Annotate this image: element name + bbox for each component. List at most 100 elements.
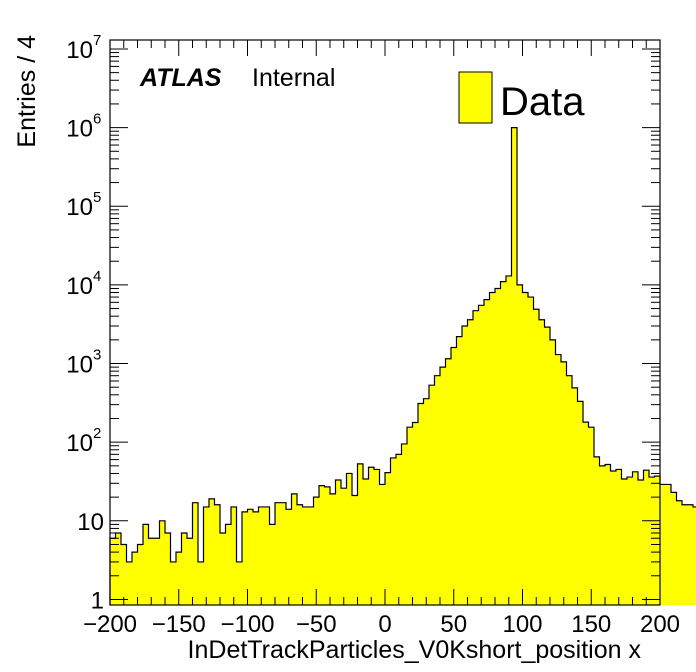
histogram-bar [319,485,325,605]
histogram-bar [489,292,496,605]
x-tick-label: −200 [83,611,137,638]
histogram-bar [363,479,369,605]
y-tick-label: 10 [66,116,93,143]
histogram-bar [170,561,177,605]
histogram-bar [528,297,534,605]
x-tick-label: −150 [152,611,206,638]
histogram-bar [539,319,545,605]
histogram-bar [506,275,512,605]
histogram-bar [544,327,551,605]
histogram-bar [621,479,628,605]
x-tick-label: 50 [440,611,467,638]
x-tick-label: −50 [296,611,337,638]
legend-label-data: Data [500,80,585,124]
histogram-bar [676,500,683,605]
histogram-bar [429,385,435,605]
histogram-bar [594,456,600,605]
histogram-bar [456,336,463,605]
histogram-bar [654,476,661,605]
histogram-bar [687,504,694,605]
histogram-bar [132,552,138,605]
histogram-bar [407,427,413,605]
histogram-bar [352,495,358,605]
histogram-bar [599,465,606,605]
histogram-bar [214,504,221,605]
histogram-bar [253,511,259,605]
histogram-bar [638,480,644,605]
histogram-bar [632,471,639,605]
histogram-bar [396,454,402,605]
y-tick-label-exponent: 2 [93,425,101,442]
y-axis-label: Entries / 4 [13,35,41,148]
histogram-bar [522,292,529,605]
histogram-bar [616,469,622,605]
histogram-bar [247,509,254,605]
histogram-bar [330,493,336,605]
y-tick-label: 10 [66,194,93,221]
histogram-bar [159,520,166,605]
x-tick-label: 100 [502,611,542,638]
histogram-bar [467,319,474,605]
histogram-bar [577,401,584,605]
histogram-bar [693,506,696,605]
histogram-bar [209,498,215,605]
histogram-bar [445,358,452,605]
y-tick-label-exponent: 5 [93,189,101,206]
histogram-bar [484,299,490,605]
y-tick-label: 10 [66,37,93,64]
histogram-bar [192,502,199,605]
histogram-bar [110,538,116,605]
histogram-bar [143,524,149,605]
histogram-bar [478,305,485,605]
x-axis-ticks: −200 −150 −100 −50 0 50 100 150 200 [83,40,680,638]
histogram-bar [165,532,171,605]
histogram-bar [126,561,133,605]
histogram-bar [203,506,210,605]
histogram-bar [495,288,501,605]
histogram-bar [649,477,655,605]
y-tick-label: 10 [66,273,93,300]
histogram-bar [627,477,633,605]
histogram-bar [137,544,144,605]
histogram-bar [605,464,611,605]
histogram-bar [291,493,298,605]
x-tick-label: −100 [220,611,274,638]
histogram-bar [302,506,309,605]
histogram-bar [412,422,419,605]
histogram-bar [660,484,666,605]
histogram-bar [555,354,562,605]
legend: Data [458,71,585,124]
histogram-bar [258,506,265,605]
histogram-bar [583,422,589,605]
histogram-bar [572,387,578,605]
histogram-bar [671,492,677,605]
histogram-bar [236,561,243,605]
histogram-bar [198,561,204,605]
histogram-bar [187,538,193,605]
histogram-bar [401,443,408,605]
histogram-bar [297,504,303,605]
histogram-bar [374,469,380,605]
histogram-bar [473,310,479,605]
histogram-bar [440,367,446,605]
histogram-bar [434,375,441,605]
histogram-bar [357,463,364,605]
y-tick-label-exponent: 7 [93,32,101,49]
histogram-bar [220,532,226,605]
x-tick-label: 0 [378,611,391,638]
histogram-bar [643,470,650,605]
histogram-bar [148,538,155,605]
x-axis-label: InDetTrackParticles_V0Kshort_position x [188,636,642,664]
y-tick-label-exponent: 6 [93,111,101,128]
atlas-label: ATLAS [139,64,222,92]
histogram-bar [682,504,688,605]
y-tick-label: 10 [66,352,93,379]
x-tick-label: 200 [640,611,680,638]
histogram-bar [280,502,287,605]
histogram-bar [313,497,320,605]
y-tick-label: 10 [66,430,93,457]
histogram-bar [341,488,347,605]
histogram-bar [346,473,353,605]
histogram-bar [550,339,556,605]
